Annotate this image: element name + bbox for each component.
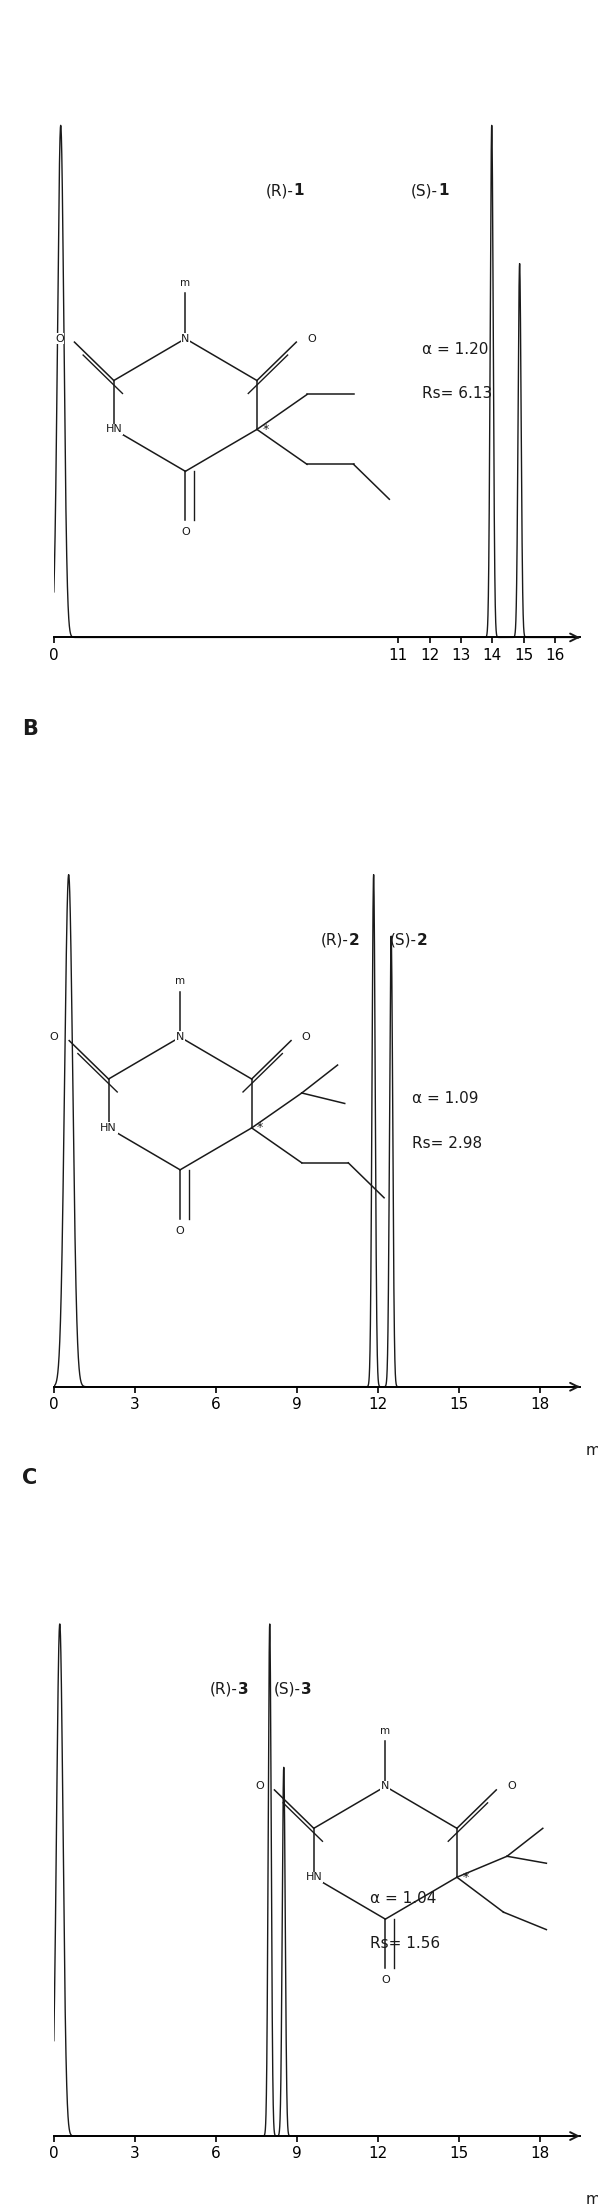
Text: *: * xyxy=(462,1871,469,1884)
Text: O: O xyxy=(255,1782,264,1791)
Text: (S)-: (S)- xyxy=(274,1683,301,1696)
Text: 3: 3 xyxy=(238,1683,249,1696)
Text: HN: HN xyxy=(100,1123,117,1132)
Text: Rs= 6.13: Rs= 6.13 xyxy=(422,387,492,402)
Text: min: min xyxy=(585,2191,598,2207)
Text: C: C xyxy=(22,1468,38,1488)
Text: B: B xyxy=(22,719,38,738)
Text: *: * xyxy=(257,1121,263,1134)
Text: (R)-: (R)- xyxy=(266,184,293,199)
Text: (R)-: (R)- xyxy=(321,933,349,949)
Text: Rs= 1.56: Rs= 1.56 xyxy=(370,1937,440,1950)
Text: min: min xyxy=(585,1444,598,1457)
Text: 2: 2 xyxy=(349,933,359,949)
Text: (R)-: (R)- xyxy=(210,1683,238,1696)
Text: O: O xyxy=(176,1225,185,1236)
Text: O: O xyxy=(307,334,316,343)
Text: (S)-: (S)- xyxy=(390,933,417,949)
Text: m: m xyxy=(175,977,185,986)
Text: Rs= 2.98: Rs= 2.98 xyxy=(411,1136,482,1150)
Text: HN: HN xyxy=(306,1873,322,1882)
Text: O: O xyxy=(55,334,64,343)
Text: N: N xyxy=(176,1033,184,1041)
Text: α = 1.20: α = 1.20 xyxy=(422,343,489,356)
Text: m: m xyxy=(380,1727,390,1736)
Text: O: O xyxy=(507,1782,515,1791)
Text: N: N xyxy=(181,334,190,343)
Text: O: O xyxy=(381,1974,390,1985)
Text: O: O xyxy=(302,1033,310,1041)
Text: 1: 1 xyxy=(293,184,304,199)
Text: 3: 3 xyxy=(301,1683,312,1696)
Text: *: * xyxy=(263,422,269,436)
Text: 1: 1 xyxy=(438,184,448,199)
Text: HN: HN xyxy=(105,425,122,433)
Text: α = 1.04: α = 1.04 xyxy=(370,1890,436,1906)
Text: O: O xyxy=(50,1033,59,1041)
Text: (S)-: (S)- xyxy=(411,184,438,199)
Text: 2: 2 xyxy=(417,933,428,949)
Text: O: O xyxy=(181,526,190,537)
Text: N: N xyxy=(381,1782,389,1791)
Text: m: m xyxy=(181,279,190,287)
Text: α = 1.09: α = 1.09 xyxy=(411,1092,478,1106)
